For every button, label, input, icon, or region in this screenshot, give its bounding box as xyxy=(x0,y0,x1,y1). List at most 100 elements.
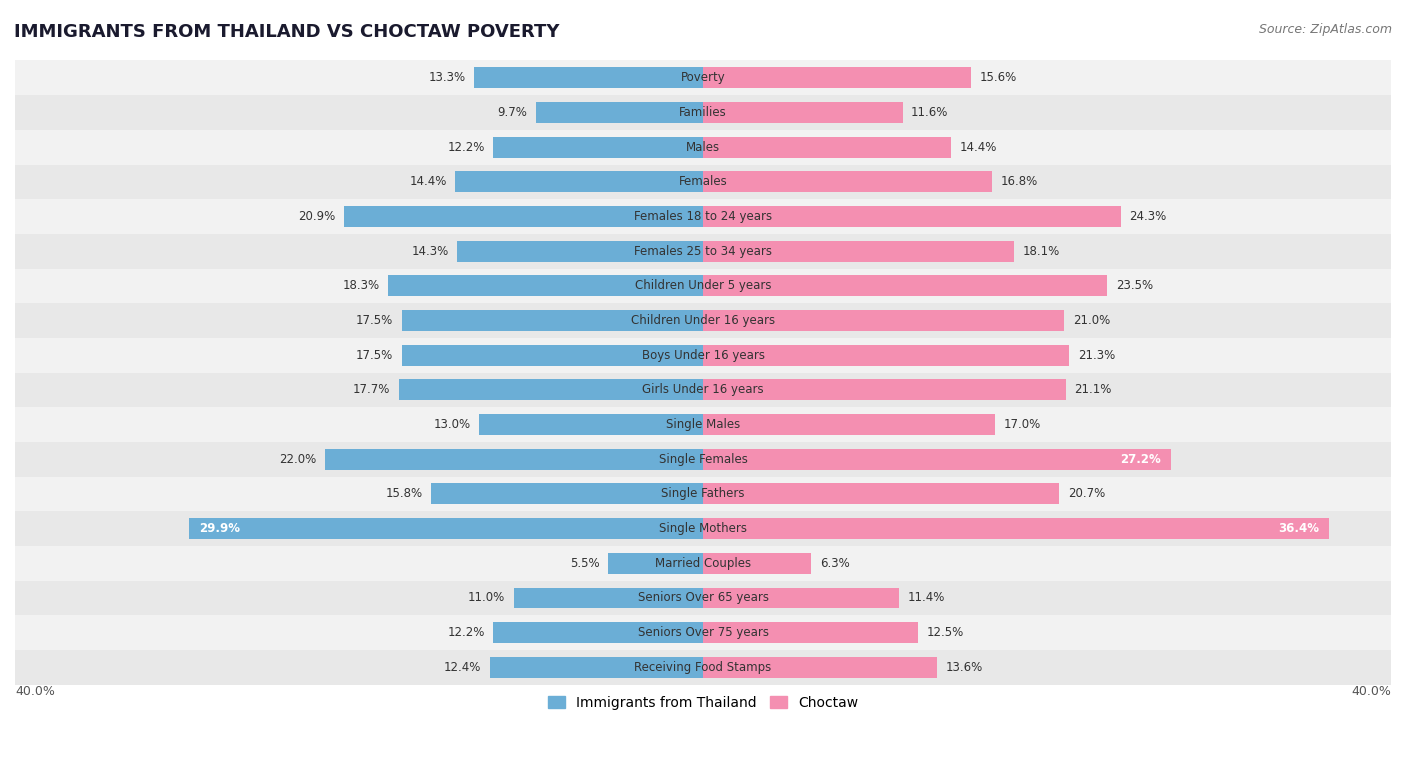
Bar xyxy=(15,546,1391,581)
Text: Children Under 5 years: Children Under 5 years xyxy=(634,280,772,293)
Bar xyxy=(343,206,703,227)
Bar xyxy=(402,310,703,331)
Bar xyxy=(15,650,1391,684)
Text: 14.3%: 14.3% xyxy=(411,245,449,258)
Bar xyxy=(15,511,1391,546)
Bar xyxy=(494,622,703,643)
Bar xyxy=(489,657,703,678)
Text: Children Under 16 years: Children Under 16 years xyxy=(631,314,775,327)
Text: Seniors Over 65 years: Seniors Over 65 years xyxy=(637,591,769,604)
Bar xyxy=(15,372,1391,407)
Bar xyxy=(703,484,1059,504)
Bar xyxy=(474,67,703,88)
Bar xyxy=(15,338,1391,372)
Text: 17.7%: 17.7% xyxy=(353,384,389,396)
Bar xyxy=(457,241,703,262)
Text: 21.1%: 21.1% xyxy=(1074,384,1112,396)
Text: Families: Families xyxy=(679,106,727,119)
Bar xyxy=(536,102,703,123)
Text: 11.6%: 11.6% xyxy=(911,106,949,119)
Text: 9.7%: 9.7% xyxy=(498,106,527,119)
Bar xyxy=(388,275,703,296)
Bar xyxy=(15,303,1391,338)
Bar xyxy=(703,241,1014,262)
Text: 11.0%: 11.0% xyxy=(468,591,505,604)
Text: 14.4%: 14.4% xyxy=(959,141,997,154)
Bar xyxy=(703,553,811,574)
Bar xyxy=(703,136,950,158)
Text: IMMIGRANTS FROM THAILAND VS CHOCTAW POVERTY: IMMIGRANTS FROM THAILAND VS CHOCTAW POVE… xyxy=(14,23,560,41)
Text: 16.8%: 16.8% xyxy=(1001,175,1038,188)
Text: 18.3%: 18.3% xyxy=(343,280,380,293)
Bar xyxy=(15,199,1391,234)
Bar xyxy=(703,171,993,193)
Bar xyxy=(188,518,703,539)
Bar xyxy=(15,442,1391,477)
Bar xyxy=(609,553,703,574)
Text: 12.2%: 12.2% xyxy=(447,141,485,154)
Text: 21.0%: 21.0% xyxy=(1073,314,1111,327)
Bar xyxy=(703,518,1329,539)
Text: 21.3%: 21.3% xyxy=(1078,349,1115,362)
Bar xyxy=(325,449,703,470)
Text: 12.2%: 12.2% xyxy=(447,626,485,639)
Bar xyxy=(15,130,1391,164)
Text: Girls Under 16 years: Girls Under 16 years xyxy=(643,384,763,396)
Bar xyxy=(15,96,1391,130)
Bar xyxy=(15,164,1391,199)
Bar xyxy=(15,407,1391,442)
Bar xyxy=(703,657,936,678)
Text: Poverty: Poverty xyxy=(681,71,725,84)
Bar xyxy=(398,380,703,400)
Bar xyxy=(703,102,903,123)
Text: 11.4%: 11.4% xyxy=(908,591,945,604)
Text: 6.3%: 6.3% xyxy=(820,556,849,570)
Bar xyxy=(494,136,703,158)
Text: Single Fathers: Single Fathers xyxy=(661,487,745,500)
Bar xyxy=(703,449,1171,470)
Text: 17.5%: 17.5% xyxy=(356,314,394,327)
Bar xyxy=(703,310,1064,331)
Text: 18.1%: 18.1% xyxy=(1024,245,1060,258)
Bar xyxy=(15,268,1391,303)
Text: 13.0%: 13.0% xyxy=(433,418,471,431)
Bar xyxy=(703,380,1066,400)
Text: 24.3%: 24.3% xyxy=(1129,210,1167,223)
Bar xyxy=(703,206,1121,227)
Text: 5.5%: 5.5% xyxy=(571,556,600,570)
Text: Single Females: Single Females xyxy=(658,453,748,465)
Bar xyxy=(703,67,972,88)
Text: Boys Under 16 years: Boys Under 16 years xyxy=(641,349,765,362)
Bar xyxy=(456,171,703,193)
Text: 13.3%: 13.3% xyxy=(429,71,465,84)
Text: 13.6%: 13.6% xyxy=(945,661,983,674)
Text: 29.9%: 29.9% xyxy=(200,522,240,535)
Text: Single Mothers: Single Mothers xyxy=(659,522,747,535)
Text: Females 18 to 24 years: Females 18 to 24 years xyxy=(634,210,772,223)
Text: 20.9%: 20.9% xyxy=(298,210,335,223)
Text: Source: ZipAtlas.com: Source: ZipAtlas.com xyxy=(1258,23,1392,36)
Bar xyxy=(432,484,703,504)
Bar xyxy=(15,581,1391,615)
Text: Single Males: Single Males xyxy=(666,418,740,431)
Text: 15.8%: 15.8% xyxy=(385,487,423,500)
Text: 40.0%: 40.0% xyxy=(1351,684,1391,697)
Bar xyxy=(15,477,1391,511)
Bar xyxy=(703,587,898,609)
Text: 15.6%: 15.6% xyxy=(980,71,1017,84)
Text: Females: Females xyxy=(679,175,727,188)
Text: Receiving Food Stamps: Receiving Food Stamps xyxy=(634,661,772,674)
Bar xyxy=(703,622,918,643)
Text: 17.5%: 17.5% xyxy=(356,349,394,362)
Text: 23.5%: 23.5% xyxy=(1116,280,1153,293)
Bar xyxy=(703,345,1070,365)
Bar xyxy=(402,345,703,365)
Text: 20.7%: 20.7% xyxy=(1067,487,1105,500)
Text: 12.4%: 12.4% xyxy=(444,661,481,674)
Text: 40.0%: 40.0% xyxy=(15,684,55,697)
Bar xyxy=(703,275,1107,296)
Bar xyxy=(513,587,703,609)
Text: Married Couples: Married Couples xyxy=(655,556,751,570)
Bar xyxy=(15,61,1391,96)
Bar xyxy=(15,615,1391,650)
